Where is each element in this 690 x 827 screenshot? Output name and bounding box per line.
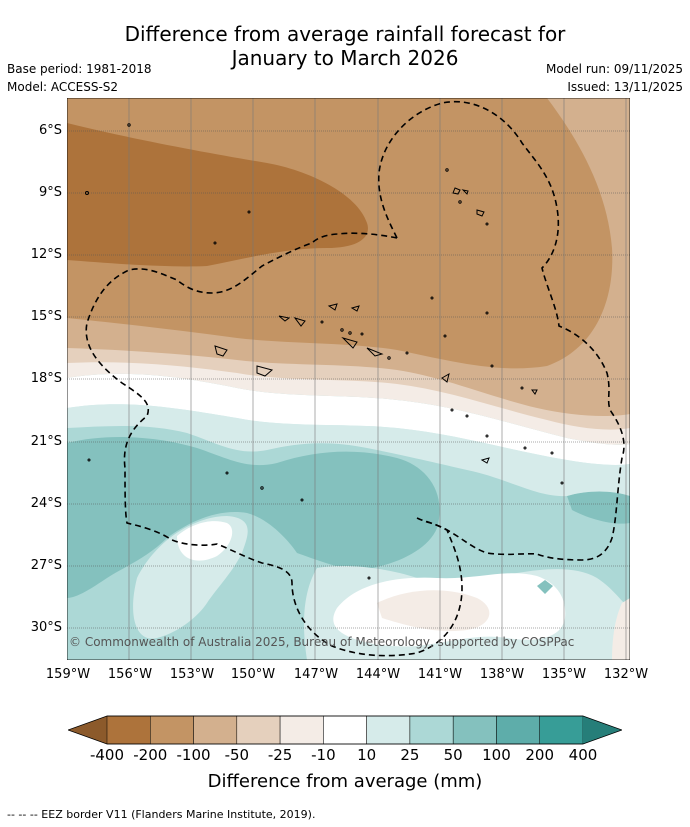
lon-label: 153°W [169, 667, 215, 682]
eez-borders [85, 100, 625, 657]
colorbar-cells [106, 715, 584, 745]
colorbar [68, 715, 622, 745]
band-wet-50-100-west [67, 527, 98, 593]
lat-label: 27°S [30, 558, 62, 573]
eez-footnote: -- -- -- EEZ border V11 (Flanders Marine… [7, 808, 316, 821]
lat-label: 12°S [30, 247, 62, 262]
lat-label: 18°S [30, 371, 62, 386]
colorbar-extend-high [583, 716, 622, 744]
issued-date: Issued: 13/11/2025 [567, 80, 683, 94]
colorbar-extend-low [68, 716, 107, 744]
colorbar-tick-label: 50 [443, 746, 463, 764]
colorbar-cell [150, 715, 194, 745]
lon-label: 156°W [107, 667, 153, 682]
colorbar-cell [496, 715, 540, 745]
model-name: Model: ACCESS-S2 [7, 80, 119, 94]
meta-right: Model run: 09/11/2025 Issued: 13/11/2025 [546, 60, 683, 96]
lat-label: 21°S [30, 434, 62, 449]
base-period: Base period: 1981-2018 [7, 62, 152, 76]
colorbar-tick-label: 200 [525, 746, 555, 764]
colorbar-cell [236, 715, 281, 745]
rainfall-map [67, 98, 630, 660]
map-title: Difference from average rainfall forecas… [0, 22, 690, 70]
colorbar-cell [106, 715, 151, 745]
colorbar-cell [409, 715, 454, 745]
band-wet-small-patch [537, 580, 553, 594]
colorbar-tick-label: -100 [176, 746, 211, 764]
lat-label: 30°S [30, 620, 62, 635]
lon-label: 144°W [355, 667, 401, 682]
colorbar-tick-label: -200 [133, 746, 168, 764]
colorbar-tick-label: 25 [400, 746, 420, 764]
lon-label: 159°W [45, 667, 91, 682]
colorbar-cell [193, 715, 238, 745]
colorbar-cell [279, 715, 324, 745]
colorbar-outline [68, 715, 622, 745]
lon-label: 138°W [479, 667, 525, 682]
lat-label: 9°S [38, 185, 62, 200]
lon-label: 135°W [541, 667, 587, 682]
lat-label: 24°S [30, 496, 62, 511]
colorbar-tick-label: -50 [224, 746, 250, 764]
colorbar-tick-label: -400 [89, 746, 125, 764]
colorbar-cell [452, 715, 497, 745]
band-wet-10-25-north [67, 404, 630, 497]
colorbar-tick-label: 10 [357, 746, 377, 764]
islands [85, 123, 564, 580]
band-wet-50-100 [67, 436, 440, 598]
band-dry-200-400 [67, 123, 368, 267]
lat-label: 15°S [30, 309, 62, 324]
colorbar-tick-label: 100 [482, 746, 511, 764]
colorbar-cell [366, 715, 411, 745]
colorbar-cell [323, 715, 367, 745]
band-dry-10-25-corner [612, 598, 630, 660]
meta-left: Base period: 1981-2018 Model: ACCESS-S2 [7, 60, 152, 96]
title-line-1: Difference from average rainfall forecas… [124, 22, 566, 46]
colorbar-cell [539, 715, 584, 745]
lon-label: 132°W [603, 667, 649, 682]
graticule [67, 98, 630, 660]
colorbar-tick-label: -10 [311, 746, 336, 764]
lon-label: 141°W [417, 667, 463, 682]
title-line-2: January to March 2026 [231, 46, 459, 70]
model-run: Model run: 09/11/2025 [545, 62, 683, 76]
lat-label: 6°S [38, 123, 62, 138]
copyright-notice: © Commonwealth of Australia 2025, Bureau… [69, 635, 575, 649]
lon-label: 147°W [293, 667, 339, 682]
lon-label: 150°W [230, 667, 276, 682]
map-panel [67, 98, 630, 660]
band-wet-50-100-east [567, 491, 630, 524]
colorbar-title: Difference from average (mm) [207, 771, 483, 792]
colorbar-tick-label: 400 [568, 746, 598, 764]
colorbar-tick-label: -25 [267, 746, 293, 764]
